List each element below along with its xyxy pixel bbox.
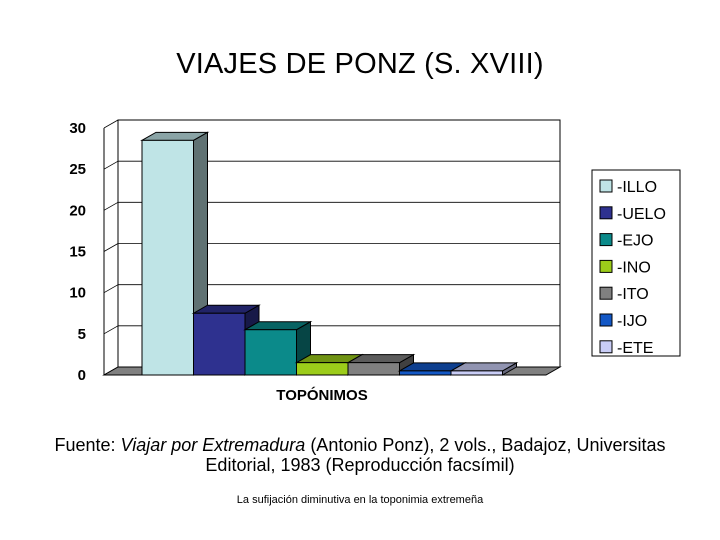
bar-front — [347, 362, 400, 376]
gridline-side — [103, 119, 119, 129]
legend-label: -UELO — [617, 206, 666, 223]
legend-label: -ILLO — [617, 179, 657, 196]
source-caption: Fuente: Viajar por Extremadura (Antonio … — [40, 435, 680, 475]
legend-label: -ITO — [617, 286, 649, 303]
legend-swatch — [599, 259, 613, 273]
legend-swatch — [599, 206, 613, 220]
legend-label: -INO — [617, 259, 651, 276]
gridline-side — [103, 284, 119, 294]
bar-front — [399, 370, 452, 376]
bar-front — [244, 329, 297, 376]
gridline-side — [103, 243, 119, 252]
y-tick-label: 25 — [69, 161, 86, 178]
gridline-side — [103, 160, 119, 170]
legend-swatch — [599, 313, 613, 327]
chart-legend: -ILLO -UELO -EJO -INO -ITO -IJO -ETE — [591, 169, 681, 357]
y-tick-label: 10 — [69, 285, 86, 302]
x-axis-label: TOPÓNIMOS — [276, 386, 367, 404]
bar-front — [193, 312, 246, 376]
bar-front — [296, 362, 349, 376]
legend-label: -ETE — [617, 340, 653, 357]
gridline-side — [103, 201, 119, 211]
slide-footer: La sufijación diminutiva en la toponimia… — [236, 494, 484, 506]
gridline-side — [103, 325, 119, 335]
legend-swatch — [599, 340, 613, 354]
caption-prefix: Fuente: — [54, 435, 121, 455]
legend-swatch — [599, 179, 613, 193]
caption-book-title: Viajar por Extremadura — [120, 435, 306, 455]
y-tick-label: 0 — [78, 367, 86, 384]
legend-swatch — [599, 286, 613, 300]
legend-label: -IJO — [617, 313, 647, 330]
caption-details: (Antonio Ponz), 2 vols., Badajoz, Univer… — [205, 435, 666, 475]
bar-ete — [449, 362, 519, 376]
bar-front — [141, 139, 194, 376]
y-tick-label: 5 — [78, 326, 86, 343]
chart-bars — [140, 131, 519, 376]
y-tick-label: 30 — [69, 120, 86, 137]
y-tick-label: 15 — [69, 244, 86, 261]
legend-label: -EJO — [617, 233, 653, 250]
bar-front — [450, 370, 503, 376]
y-tick-label: 20 — [69, 202, 86, 219]
legend-swatch — [599, 233, 613, 247]
chart-title: VIAJES DE PONZ (S. XVIII) — [176, 48, 544, 80]
